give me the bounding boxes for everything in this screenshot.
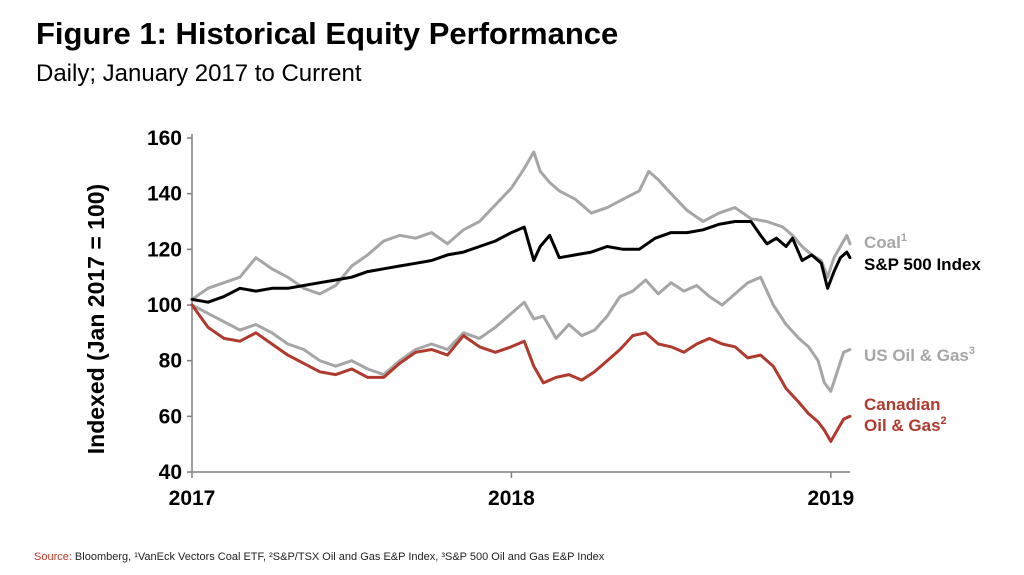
- series-line-coal: [192, 152, 850, 300]
- series-line-s-p-500-index: [192, 222, 850, 303]
- y-tick-label: 120: [147, 238, 182, 261]
- y-axis-label: Indexed (Jan 2017 = 100): [83, 184, 109, 454]
- series-labels: Coal1 S&P 500 Index US Oil & Gas3 CanadianO…: [864, 232, 981, 435]
- x-tick-label: 2017: [169, 487, 216, 510]
- chart-axes: 40 60 80 100 120 140 160 2017 2018 2019 Indexed (J…: [83, 127, 854, 510]
- series-label-superscript: 2: [941, 415, 947, 427]
- series-label-canadian-oil-gas: Canadian: [864, 395, 941, 414]
- y-tick-label: 160: [147, 127, 182, 150]
- series-label-superscript: 1: [901, 232, 907, 244]
- y-tick-label: 40: [159, 461, 182, 484]
- series-label-s-p-500-index: S&P 500 Index: [864, 255, 981, 274]
- y-tick-label: 140: [147, 183, 182, 206]
- x-tick-label: 2018: [488, 487, 535, 510]
- series-label-canadian-oil-gas: Oil & Gas2: [864, 415, 947, 435]
- series-line-canadian-oil-gas: [192, 305, 850, 441]
- series-label-coal: Coal1: [864, 232, 907, 252]
- series-lines: [192, 152, 850, 442]
- series-line-us-oil-gas: [192, 277, 850, 391]
- source-footnote: Source: Bloomberg, ¹VanEck Vectors Coal E…: [34, 551, 604, 563]
- y-tick-label: 80: [159, 350, 182, 373]
- series-label-us-oil-gas: US Oil & Gas3: [864, 345, 975, 365]
- source-text: Bloomberg, ¹VanEck Vectors Coal ETF, ²S&…: [75, 551, 604, 563]
- series-label-superscript: 3: [969, 345, 975, 357]
- x-tick-label: 2019: [807, 487, 854, 510]
- y-tick-label: 100: [147, 294, 182, 317]
- line-chart: 40 60 80 100 120 140 160 2017 2018 2019 Indexed (J…: [0, 0, 1024, 575]
- source-label: Source:: [34, 551, 72, 563]
- y-tick-label: 60: [159, 405, 182, 428]
